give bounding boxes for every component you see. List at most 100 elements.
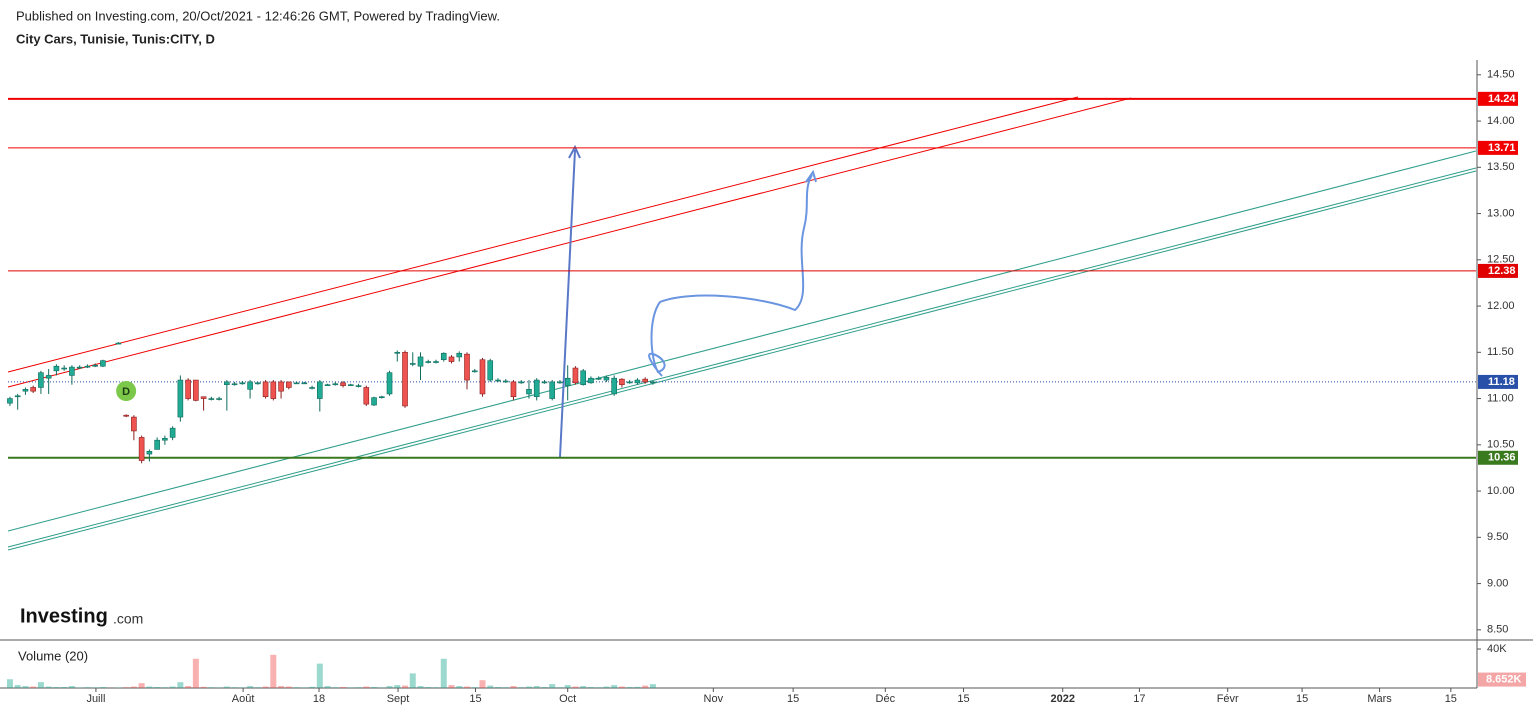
candle-body xyxy=(603,376,610,381)
candle-body xyxy=(479,359,486,395)
volume-bar xyxy=(84,687,91,688)
volume-bar xyxy=(556,687,563,688)
y-tick-label: 11.00 xyxy=(1487,392,1514,404)
candle-body xyxy=(38,372,44,388)
candle-body xyxy=(456,352,463,358)
candle-body xyxy=(162,438,168,441)
volume-bar xyxy=(278,686,285,688)
y-tick-label: 10.50 xyxy=(1487,439,1515,451)
candle-body xyxy=(255,382,261,385)
candle-body xyxy=(115,342,122,345)
x-tick-label: Juill xyxy=(86,693,105,705)
volume-bar xyxy=(340,687,347,688)
candle-body xyxy=(518,381,525,384)
x-tick-label: Févr xyxy=(1217,693,1239,705)
candle-body xyxy=(502,380,509,383)
volume-last-label: 8.652K xyxy=(1486,673,1522,685)
candle-body xyxy=(169,427,176,438)
volume-bar xyxy=(549,684,556,688)
volume-bar xyxy=(123,687,130,688)
y-tick-label: 9.50 xyxy=(1487,531,1508,543)
volume-bar xyxy=(471,687,478,688)
volume-bar xyxy=(316,663,323,688)
volume-bar xyxy=(487,685,494,688)
candle-body xyxy=(216,398,222,400)
volume-bar xyxy=(208,687,215,688)
volume-bar xyxy=(223,686,230,688)
volume-bar xyxy=(301,687,308,688)
volume-title: Volume (20) xyxy=(18,648,88,663)
candle-body xyxy=(239,382,246,385)
trend-line xyxy=(7,150,1477,532)
volume-bar xyxy=(192,658,199,688)
volume-bar xyxy=(494,687,501,688)
volume-bar xyxy=(518,687,525,688)
volume-bar xyxy=(332,687,339,688)
candle-body xyxy=(471,370,478,373)
candle-body xyxy=(595,377,602,380)
candle-body xyxy=(371,397,377,406)
volume-bar xyxy=(580,686,587,688)
volume-bar xyxy=(634,686,641,688)
candle-body xyxy=(247,381,253,390)
candle-body xyxy=(634,379,641,384)
candle-body xyxy=(541,381,548,384)
candle-body xyxy=(611,377,617,395)
volume-bar xyxy=(371,687,378,688)
x-tick-label: 18 xyxy=(313,693,325,705)
candle-body xyxy=(386,372,393,395)
volume-bar xyxy=(99,687,106,688)
x-tick-label: 2022 xyxy=(1050,693,1074,705)
candle-body xyxy=(301,382,308,385)
volume-bar xyxy=(533,686,540,688)
level-label-box xyxy=(1478,263,1518,278)
y-tick-label: 8.50 xyxy=(1487,624,1508,636)
candle-body xyxy=(619,378,625,385)
candle-body xyxy=(208,398,215,400)
level-label-box xyxy=(1478,450,1518,465)
candle-body xyxy=(84,365,91,368)
y-tick-label: 9.00 xyxy=(1487,577,1508,589)
volume-bar xyxy=(200,686,207,688)
x-tick-label: Sept xyxy=(387,693,410,705)
volume-bar xyxy=(626,687,633,688)
candle-body xyxy=(588,377,594,384)
candle-body xyxy=(572,367,579,384)
volume-bar xyxy=(92,687,99,688)
candle-body xyxy=(409,363,416,365)
level-label-box xyxy=(1478,140,1518,155)
current-price-label: 11.18 xyxy=(1488,376,1515,388)
volume-bar xyxy=(154,687,161,688)
volume-bar xyxy=(216,687,223,688)
logo: Investing .com xyxy=(20,605,143,627)
candle-body xyxy=(146,450,153,455)
volume-bar xyxy=(169,686,176,688)
volume-bar xyxy=(564,685,571,688)
volume-bar xyxy=(502,687,509,688)
x-tick-label: Déc xyxy=(876,693,896,705)
volume-bar xyxy=(440,658,447,688)
volume-bar xyxy=(130,686,137,688)
volume-bar xyxy=(463,686,470,688)
candle-body xyxy=(417,356,424,367)
volume-bar xyxy=(448,685,455,688)
trend-line xyxy=(7,170,1477,551)
candle-body xyxy=(510,381,517,398)
y-tick-label: 10.00 xyxy=(1487,485,1515,497)
volume-bar xyxy=(363,686,370,688)
volume-bar xyxy=(161,687,168,688)
volume-bar xyxy=(642,685,649,688)
candle-body xyxy=(53,365,60,372)
candle-body xyxy=(30,387,36,392)
candle-body xyxy=(464,353,470,381)
event-label: D xyxy=(122,386,130,398)
volume-bar xyxy=(603,686,610,688)
trend-lines xyxy=(7,96,1477,551)
logo-suffix: .com xyxy=(113,611,143,627)
candle-body xyxy=(278,381,284,392)
candle-body xyxy=(185,379,191,399)
candle-body xyxy=(131,416,137,432)
candle-body xyxy=(402,352,408,407)
candle-body xyxy=(123,414,129,417)
